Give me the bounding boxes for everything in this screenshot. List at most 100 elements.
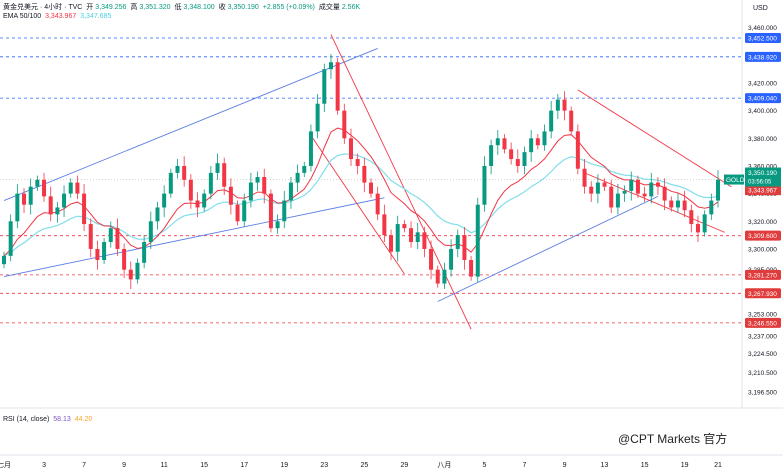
x-tick-label: 7 — [523, 462, 527, 469]
y-tick-label: 3,380.000 — [748, 136, 777, 143]
volume-label: 成交量 — [318, 4, 340, 11]
y-tick-label: 3,320.000 — [748, 219, 777, 226]
candle-body — [275, 221, 280, 229]
candle-body — [415, 232, 420, 243]
candle-body — [662, 186, 667, 201]
ema50-tag — [745, 186, 781, 196]
support-tag-label: 3,246.550 — [748, 320, 777, 327]
candle-body — [188, 179, 193, 201]
candle-body — [15, 193, 20, 222]
candle-body — [529, 138, 534, 153]
x-tick-label: 19 — [280, 462, 288, 469]
candle-body — [569, 110, 574, 132]
support-tag-label: 3,281.270 — [748, 272, 777, 279]
candle-body — [108, 228, 113, 243]
candle-body — [242, 200, 247, 222]
candle-body — [635, 179, 640, 194]
candle-body — [562, 99, 567, 111]
support-tag-label: 3,309.600 — [748, 233, 777, 240]
x-tick-label: 9 — [563, 462, 567, 469]
candle-body — [475, 204, 480, 277]
candle-body — [282, 200, 287, 222]
candle-body — [435, 269, 440, 284]
close-label: 收 — [218, 4, 226, 11]
candle-body — [489, 145, 494, 166]
candle-body — [155, 207, 160, 222]
current-price-tag — [745, 167, 781, 187]
y-tick-label: 3,237.000 — [748, 334, 777, 341]
support-tag-label: 3,267.930 — [748, 291, 777, 298]
candle-body — [702, 214, 707, 233]
candles — [2, 53, 720, 290]
resistance-tag — [745, 33, 781, 44]
support-tag — [745, 288, 781, 299]
candle-body — [135, 262, 140, 280]
candle-body — [655, 182, 660, 187]
y-tick-label: 3,420.000 — [748, 80, 777, 87]
candle-body — [162, 193, 167, 208]
x-tick-label: 15 — [641, 462, 649, 469]
open-label: 开 — [86, 4, 94, 11]
x-tick-label: 21 — [714, 462, 722, 469]
descending-wedge-upper — [577, 89, 732, 188]
candle-body — [362, 165, 367, 183]
close-value: 3,350.190 — [227, 4, 259, 11]
y-tick-label: 3,360.000 — [748, 163, 777, 170]
countdown-label: 03:56:05 — [748, 180, 772, 186]
low-label: 低 — [174, 4, 182, 11]
candle-body — [482, 165, 487, 205]
y-tick-label: 3,400.000 — [748, 108, 777, 115]
resistance-tag-label: 3,452.500 — [748, 36, 777, 43]
candle-body — [88, 224, 93, 249]
candle-body — [422, 232, 427, 249]
support-tag — [745, 269, 781, 280]
candle-body — [669, 200, 674, 208]
candle-body — [315, 103, 320, 132]
candle-body — [28, 186, 33, 205]
candle-body — [622, 190, 627, 194]
candle-body — [2, 255, 6, 265]
candle-body — [409, 228, 414, 243]
resistance-tag-label: 3,409.040 — [748, 96, 777, 103]
support-tag — [745, 317, 781, 328]
candle-body — [429, 248, 434, 270]
candle-body — [68, 182, 73, 194]
resistance-tag-label: 3,438.920 — [748, 54, 777, 61]
candle-body — [268, 193, 273, 229]
candle-body — [535, 138, 540, 146]
ohlc-header: 黄金兑美元 · 4小时 · TVC 开 3,349.256 高 3,351.320 … — [3, 2, 362, 12]
x-tick-label: 13 — [601, 462, 609, 469]
candle-body — [509, 149, 514, 160]
symbol-line: 黄金兑美元 · 4小时 · TVC — [3, 4, 83, 11]
candle-body — [609, 186, 614, 208]
rsi-value-1: 58.13 — [53, 416, 71, 423]
volume-value: 2.56K — [341, 4, 361, 11]
candle-body — [168, 172, 173, 194]
open-value: 3,349.256 — [95, 4, 127, 11]
candle-body — [695, 224, 700, 233]
change-value: +2.855 (+0.09%) — [262, 4, 315, 11]
current-price-label: 3,350.190 — [748, 170, 777, 177]
rising-support-line — [437, 195, 659, 302]
candle-body — [295, 172, 300, 183]
candle-body — [469, 260, 474, 277]
candle-body — [102, 242, 107, 261]
low-value: 3,348.100 — [183, 4, 215, 11]
x-tick-label: 29 — [400, 462, 408, 469]
resistance-tag — [745, 51, 781, 62]
candle-body — [235, 204, 240, 222]
support-tag — [745, 230, 781, 241]
candle-body — [682, 200, 687, 211]
candle-body — [602, 182, 607, 187]
currency-label: USD — [753, 5, 768, 12]
y-tick-label: 3,253.000 — [748, 311, 777, 318]
candle-body — [615, 193, 620, 208]
candle-body — [75, 182, 80, 194]
candle-body — [375, 193, 380, 215]
resistance-tag — [745, 93, 781, 104]
candle-body — [395, 224, 400, 252]
candle-body — [95, 248, 100, 261]
rising-channel-lower — [3, 197, 385, 278]
